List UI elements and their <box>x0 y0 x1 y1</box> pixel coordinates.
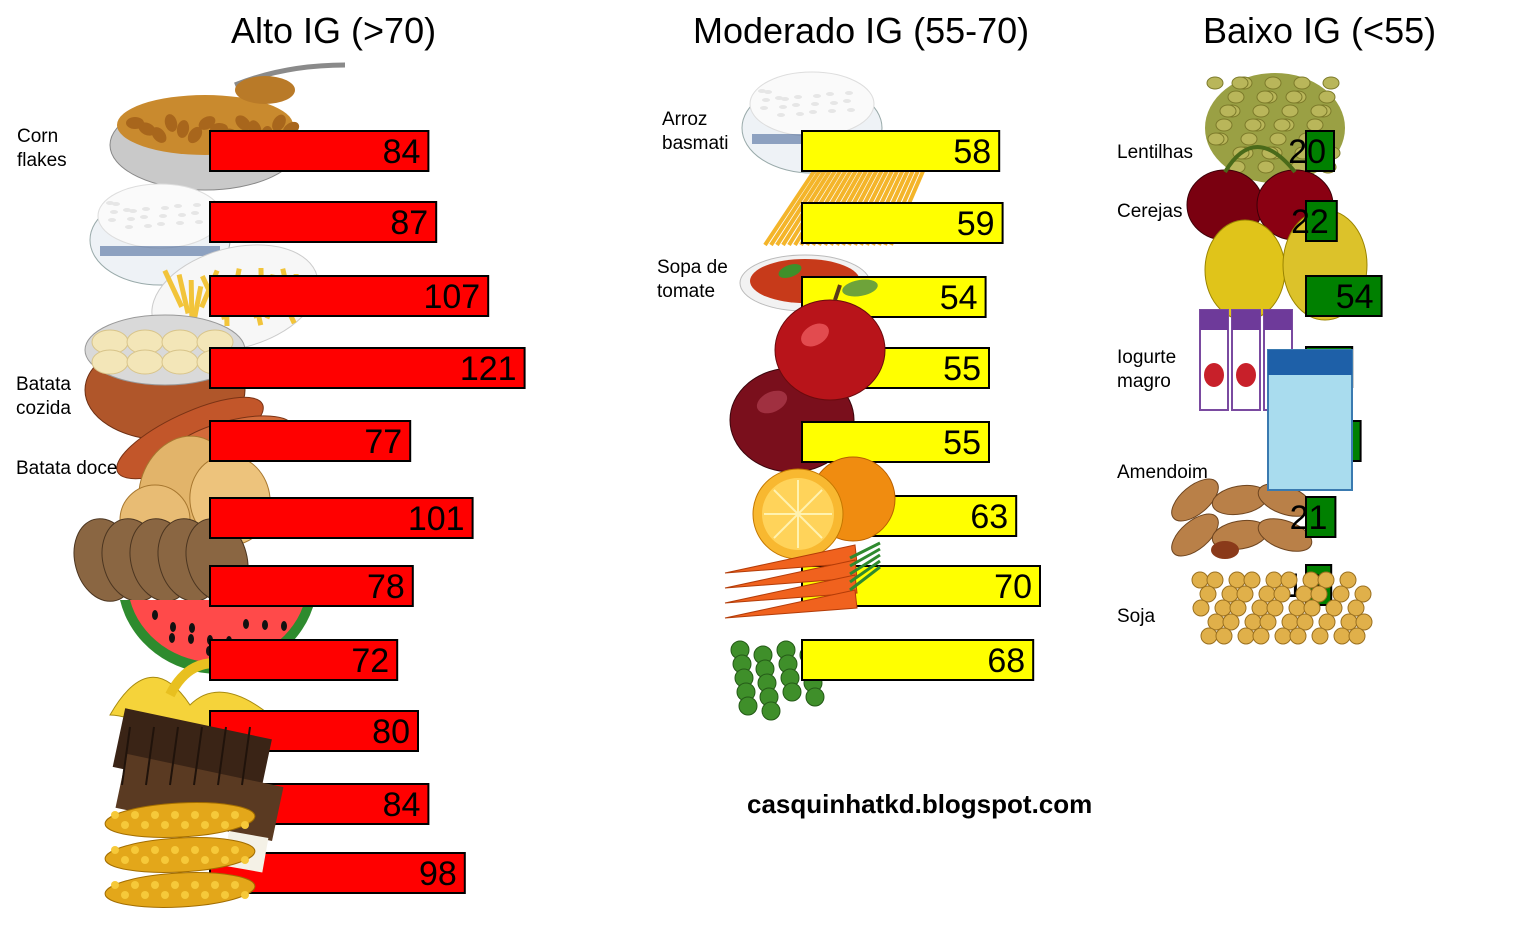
title-moderate-gi: Moderado IG (55-70) <box>693 10 1030 51</box>
label-cherries: Cerejas <box>1117 201 1183 222</box>
value-label-high-8: 80 <box>372 713 410 751</box>
label-boiled-potato: Batata cozida <box>16 374 71 419</box>
value-label-high-0: 84 <box>383 133 421 171</box>
milk-carton-icon <box>1267 349 1353 491</box>
value-label-mod-1: 59 <box>957 205 995 243</box>
value-label-mod-0: 58 <box>953 133 991 171</box>
footer-blog-url[interactable]: casquinhatkd.blogspot.com <box>747 789 1093 819</box>
label-sweet-potato: Batata doce <box>16 458 118 479</box>
bar-high-2 <box>209 275 490 317</box>
value-label-high-6: 78 <box>367 568 405 606</box>
bar-low-2 <box>1305 275 1383 317</box>
value-label-high-1: 87 <box>390 204 428 242</box>
value-label-high-5: 101 <box>408 500 465 538</box>
orange-icon <box>752 456 896 560</box>
bar-mod-7 <box>801 639 1035 681</box>
carrot-icon <box>724 541 881 619</box>
label-peanuts: Amendoim <box>1117 462 1208 483</box>
value-label-low-0: 20 <box>1288 133 1326 171</box>
label-lentils: Lentilhas <box>1117 142 1194 163</box>
bar-high-0 <box>209 130 430 172</box>
title-low-gi: Baixo IG (<55) <box>1203 10 1437 51</box>
title-high-gi: Alto IG (>70) <box>231 10 437 51</box>
bar-mod-1 <box>801 202 1004 244</box>
bar-high-1 <box>209 201 438 243</box>
value-label-mod-4: 55 <box>943 424 981 462</box>
value-label-low-5: 21 <box>1290 499 1328 537</box>
bar-mod-4 <box>801 421 990 463</box>
value-label-mod-6: 70 <box>994 568 1032 606</box>
bar-low-5 <box>1305 496 1337 538</box>
soybeans-icon <box>1191 571 1373 645</box>
value-label-mod-5: 63 <box>970 498 1008 536</box>
value-label-high-4: 77 <box>364 423 402 461</box>
bar-low-1 <box>1305 200 1338 242</box>
value-label-high-3: 121 <box>460 350 517 388</box>
value-label-mod-7: 68 <box>987 642 1025 680</box>
value-label-mod-3: 55 <box>943 350 981 388</box>
value-label-mod-2: 54 <box>940 279 978 317</box>
label-basmati-rice: Arroz basmati <box>662 109 729 154</box>
peanuts-icon <box>1171 478 1313 559</box>
bar-high-3 <box>209 347 526 389</box>
bar-high-4 <box>209 420 412 462</box>
bar-high-7 <box>209 639 399 681</box>
label-yogurt: Iogurte magro <box>1117 347 1177 392</box>
label-tomato-soup: Sopa de tomate <box>657 257 728 302</box>
corn-icon <box>104 802 256 908</box>
value-label-low-2: 54 <box>1336 278 1374 316</box>
bar-mod-0 <box>801 130 1001 172</box>
value-label-high-7: 72 <box>351 642 389 680</box>
food-photos-front-layer <box>104 279 1373 908</box>
bar-high-6 <box>209 565 414 607</box>
bar-high-5 <box>209 497 474 539</box>
value-label-high-9: 84 <box>383 786 421 824</box>
label-corn-flakes: Corn flakes <box>17 126 67 171</box>
label-soy: Soja <box>1117 606 1156 627</box>
bar-low-0 <box>1305 130 1335 172</box>
value-label-low-1: 22 <box>1291 203 1329 241</box>
bar-high-8 <box>209 710 419 752</box>
value-label-high-10: 98 <box>419 855 457 893</box>
brown-bread-icon <box>73 518 249 602</box>
value-label-high-2: 107 <box>423 278 480 316</box>
apple-icon <box>774 279 886 401</box>
